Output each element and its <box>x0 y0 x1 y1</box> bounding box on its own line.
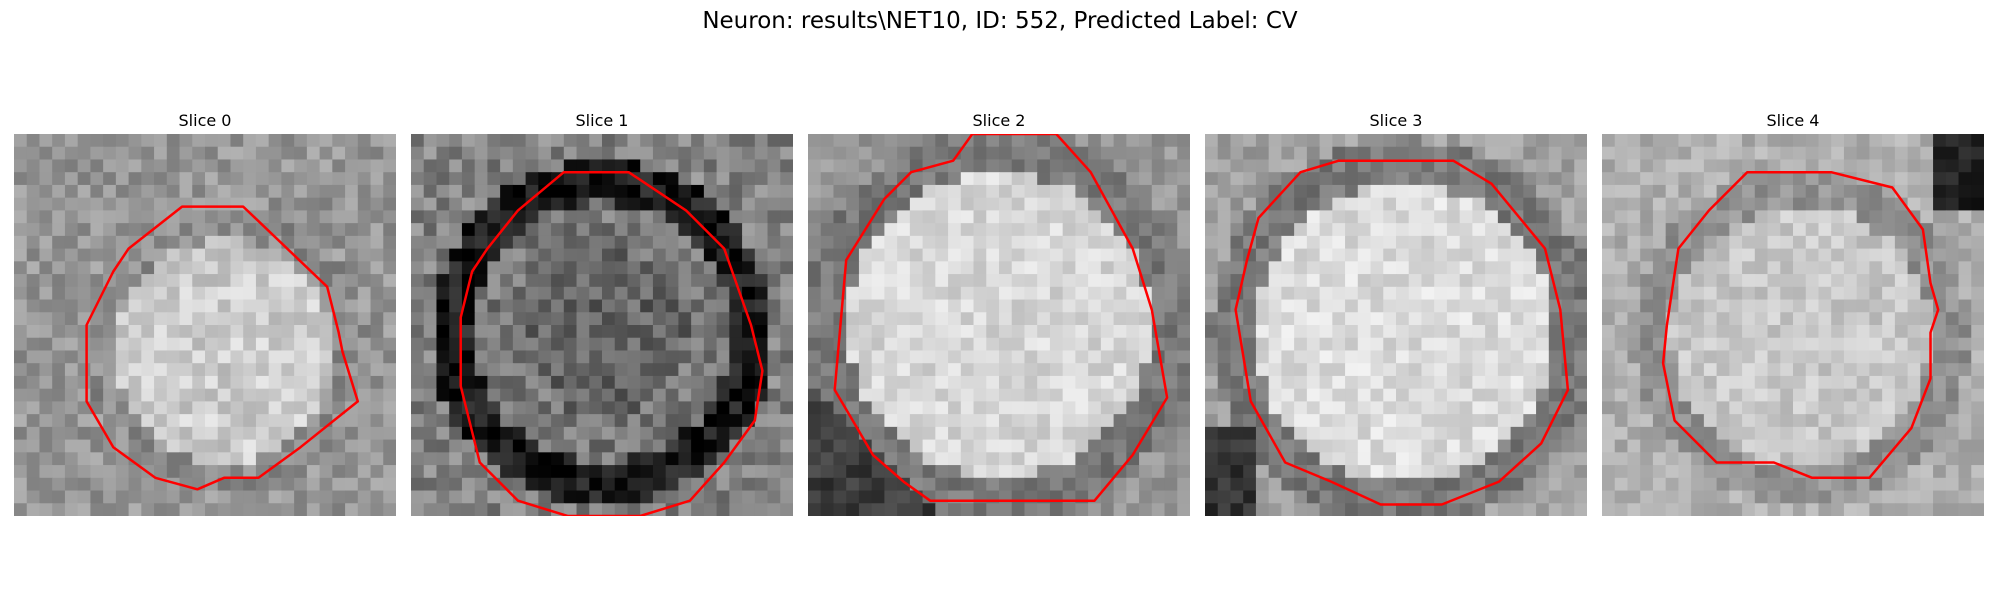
slice-image <box>14 134 396 516</box>
cell-contour <box>1234 159 1570 506</box>
slice-panel: Slice 0 <box>14 108 396 516</box>
slice-title: Slice 4 <box>1766 111 1820 130</box>
slice-panel: Slice 2 <box>808 108 1190 516</box>
slice-panel: Slice 4 <box>1602 108 1984 516</box>
slice-pixel-grid <box>1205 134 1587 516</box>
slice-pixel-grid <box>411 134 793 516</box>
cell-contour <box>1661 170 1940 480</box>
slice-pixel-grid <box>14 134 396 516</box>
slice-image <box>1205 134 1587 516</box>
slice-panel: Slice 3 <box>1205 108 1587 516</box>
cell-contour <box>85 205 360 491</box>
slice-title: Slice 1 <box>575 111 629 130</box>
slice-panel: Slice 1 <box>411 108 793 516</box>
slice-title: Slice 3 <box>1369 111 1423 130</box>
slice-image <box>1602 134 1984 516</box>
slice-title: Slice 0 <box>178 111 232 130</box>
slice-image <box>411 134 793 516</box>
figure-title: Neuron: results\NET10, ID: 552, Predicte… <box>702 8 1298 34</box>
slice-pixel-grid <box>808 134 1190 516</box>
slice-pixel-grid <box>1602 134 1984 516</box>
cell-contour <box>459 170 764 516</box>
slice-title: Slice 2 <box>972 111 1026 130</box>
cell-contour <box>833 134 1169 502</box>
slice-image <box>808 134 1190 516</box>
